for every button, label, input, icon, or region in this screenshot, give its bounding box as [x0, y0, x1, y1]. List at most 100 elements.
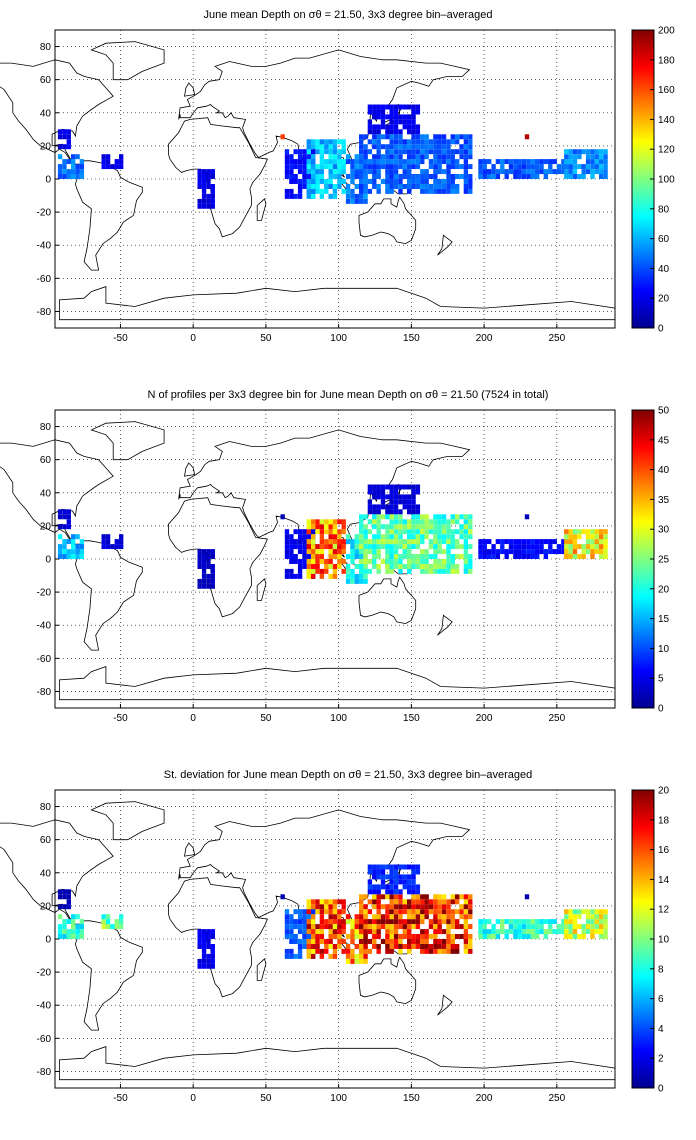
data-cell	[420, 909, 425, 915]
data-cell	[332, 948, 338, 954]
data-cell	[446, 174, 451, 179]
data-cell	[328, 904, 333, 910]
data-cell	[319, 188, 325, 194]
data-cell	[487, 554, 492, 559]
data-cell	[289, 169, 294, 175]
data-cell	[420, 529, 425, 535]
data-cell	[324, 529, 329, 535]
data-cell	[590, 529, 595, 535]
data-cell	[345, 568, 351, 574]
data-cell	[380, 124, 386, 130]
data-cell	[599, 934, 604, 939]
data-cell	[359, 134, 364, 140]
data-cell	[57, 509, 63, 515]
x-tick-label: 100	[330, 1093, 347, 1104]
data-cell	[345, 948, 351, 954]
data-cell	[428, 568, 434, 574]
data-cell	[415, 534, 421, 540]
data-cell	[402, 874, 407, 880]
data-cell	[455, 188, 460, 194]
data-cell	[407, 559, 412, 564]
data-cell	[577, 149, 582, 155]
panel-1-data-cells	[57, 104, 608, 209]
data-cell	[402, 899, 407, 905]
data-cell	[302, 149, 307, 155]
x-tick-label: 250	[548, 333, 565, 344]
data-cell	[441, 899, 447, 905]
data-cell	[350, 934, 355, 939]
data-cell	[420, 159, 425, 165]
data-cell	[424, 948, 429, 954]
x-tick-label: 200	[476, 713, 493, 724]
data-cell	[482, 539, 487, 545]
data-cell	[297, 948, 303, 954]
data-cell	[411, 504, 416, 510]
y-tick-label: -80	[37, 1067, 52, 1078]
data-cell	[297, 573, 303, 579]
data-cell	[420, 939, 425, 944]
data-cell	[332, 549, 338, 555]
data-cell	[297, 564, 303, 569]
data-cell	[415, 159, 421, 165]
data-cell	[367, 568, 373, 574]
data-cell	[446, 529, 451, 535]
data-cell	[101, 914, 106, 920]
data-cell	[71, 549, 76, 555]
data-cell	[105, 539, 111, 545]
data-cell	[57, 514, 63, 520]
data-cell	[468, 934, 473, 939]
y-tick-label: 80	[40, 42, 52, 53]
x-tick-label: 200	[476, 333, 493, 344]
data-cell	[463, 568, 469, 574]
data-cell	[446, 549, 451, 555]
data-cell	[385, 924, 390, 930]
data-cell	[206, 953, 211, 959]
data-cell	[62, 544, 67, 550]
data-cell	[57, 164, 63, 170]
data-cell	[354, 164, 359, 170]
data-cell	[393, 524, 399, 530]
data-cell	[302, 169, 307, 175]
data-cell	[491, 174, 496, 179]
data-cell	[568, 154, 573, 160]
data-cell	[306, 899, 311, 905]
data-cell	[521, 174, 527, 179]
data-cell	[376, 524, 381, 530]
data-cell	[468, 924, 473, 930]
data-cell	[590, 919, 595, 925]
data-cell	[517, 934, 522, 939]
data-cell	[328, 539, 333, 545]
data-cell	[411, 114, 416, 120]
data-cell	[354, 929, 359, 935]
data-cell	[385, 874, 390, 880]
colorbar-tick-label: 100	[658, 175, 675, 186]
data-cell	[521, 549, 527, 555]
data-cell	[424, 144, 429, 150]
coastline	[256, 198, 267, 221]
data-cell	[428, 948, 434, 954]
data-cell	[433, 559, 438, 564]
data-cell	[315, 169, 320, 175]
data-cell	[590, 154, 595, 160]
data-cell	[513, 544, 518, 550]
data-cell	[380, 869, 386, 875]
data-cell	[206, 198, 211, 204]
data-cell	[367, 929, 373, 935]
data-cell	[398, 924, 403, 930]
data-cell	[372, 554, 377, 559]
data-cell	[328, 919, 333, 925]
data-cell	[463, 154, 469, 160]
data-cell	[385, 939, 390, 944]
data-cell	[393, 529, 399, 535]
data-cell	[539, 924, 544, 930]
data-cell	[446, 924, 451, 930]
data-cell	[564, 534, 569, 540]
panel-1-title: June mean Depth on σθ = 21.50, 3x3 degre…	[203, 9, 492, 21]
data-cell	[603, 924, 608, 930]
data-cell	[389, 559, 394, 564]
data-cell	[354, 919, 359, 925]
data-cell	[206, 179, 211, 184]
data-cell	[319, 934, 325, 939]
data-cell	[315, 549, 320, 555]
data-cell	[517, 174, 522, 179]
